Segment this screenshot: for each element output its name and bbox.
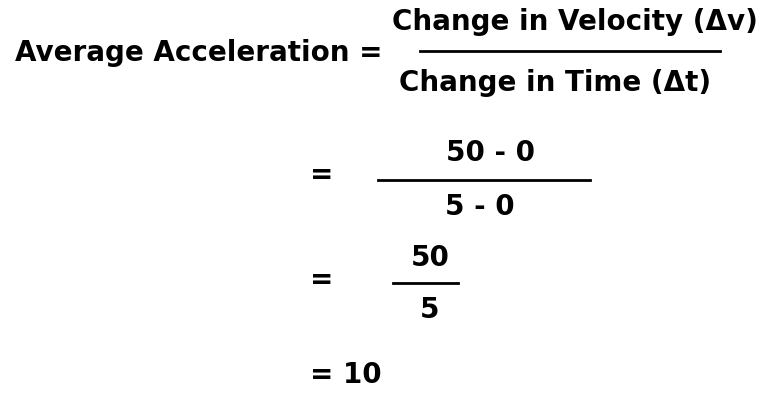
Text: 50 - 0: 50 - 0	[445, 139, 535, 167]
Text: Change in Velocity (Δv): Change in Velocity (Δv)	[392, 8, 758, 36]
Text: 5 - 0: 5 - 0	[445, 193, 515, 221]
Text: = 10: = 10	[310, 361, 382, 389]
Text: =: =	[310, 266, 343, 294]
Text: =: =	[310, 161, 343, 189]
Text: Average Acceleration =: Average Acceleration =	[15, 39, 392, 67]
Text: Change in Time (Δt): Change in Time (Δt)	[399, 69, 711, 97]
Text: 5: 5	[420, 296, 440, 324]
Text: 50: 50	[411, 244, 449, 272]
